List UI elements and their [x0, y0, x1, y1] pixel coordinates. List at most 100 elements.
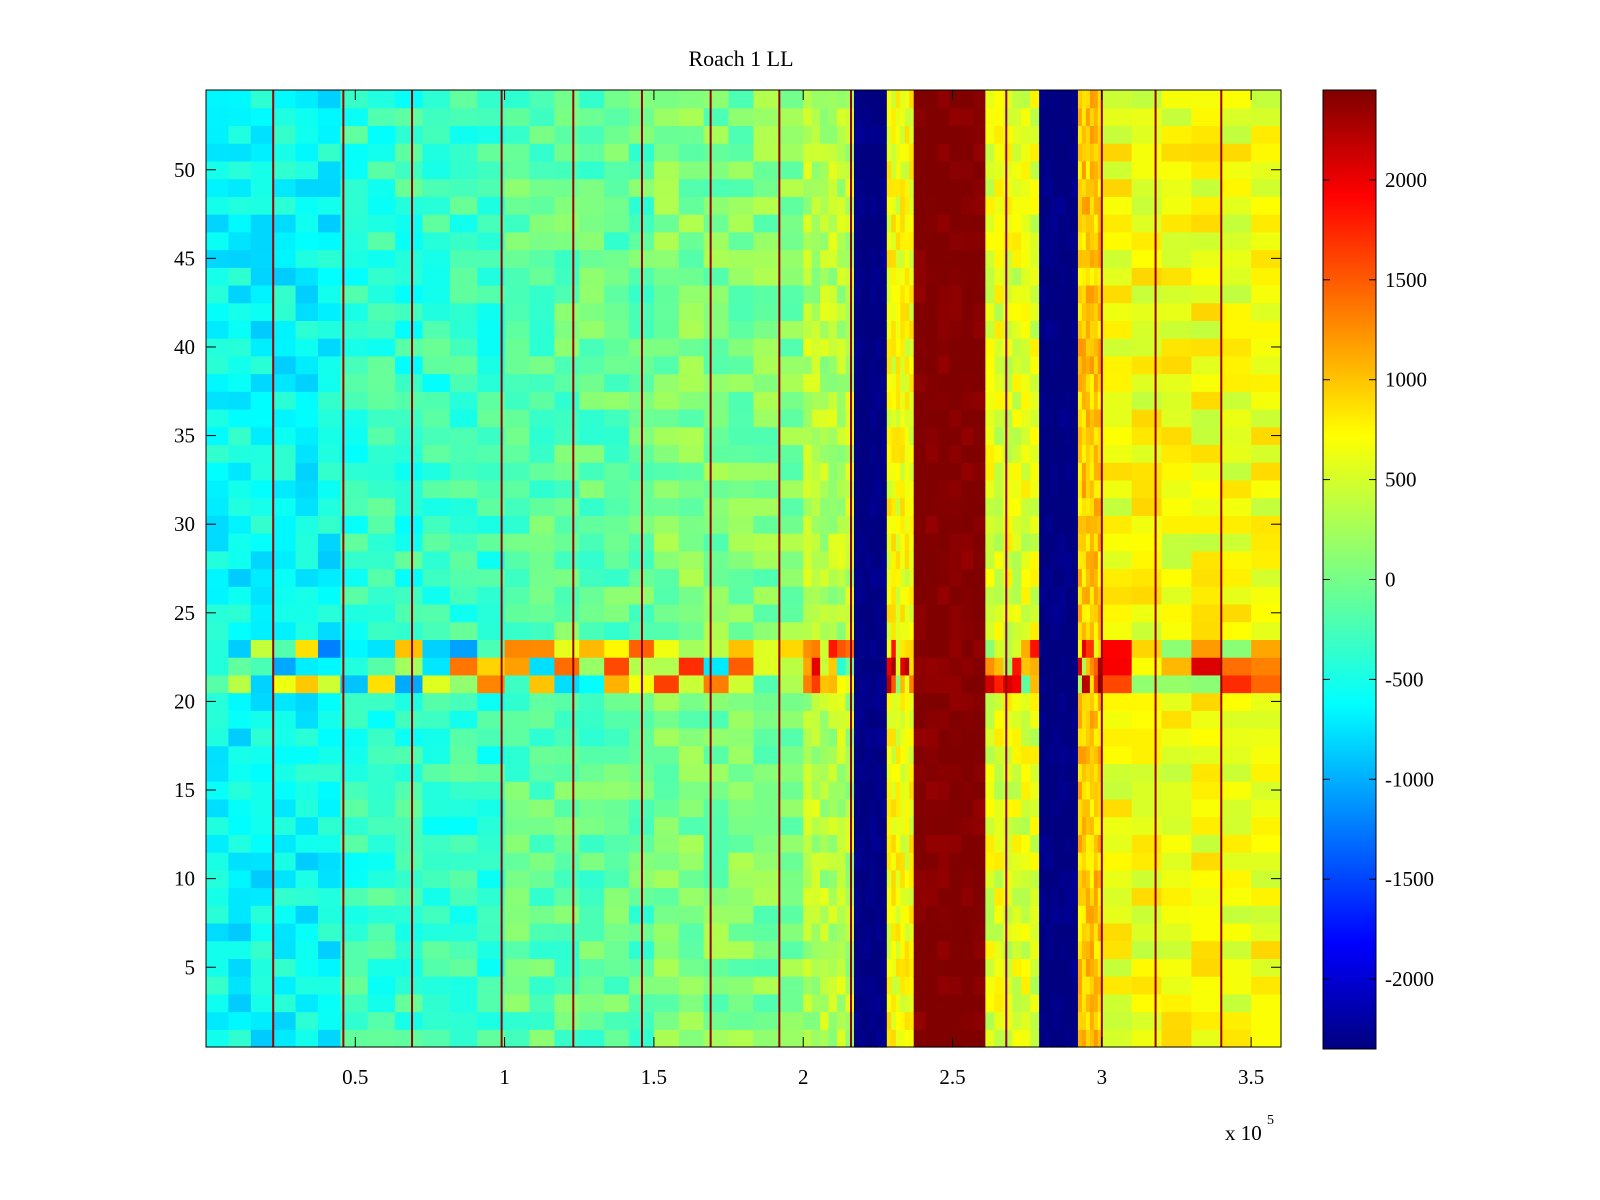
- heatmap-cell: [778, 852, 804, 871]
- heatmap-cell: [925, 887, 939, 906]
- heatmap-cell: [875, 745, 882, 765]
- heatmap-cell: [803, 710, 813, 729]
- heatmap-cell: [1077, 338, 1083, 357]
- heatmap-cell: [820, 178, 830, 197]
- heatmap-cell: [937, 905, 951, 924]
- heatmap-cell: [653, 1011, 680, 1030]
- heatmap-cell: [273, 107, 297, 127]
- heatmap-cell: [228, 1029, 252, 1048]
- heatmap-cell: [579, 1011, 605, 1030]
- heatmap-cell: [604, 586, 630, 605]
- heatmap-cell: [395, 267, 424, 286]
- heatmap-cell: [579, 692, 605, 711]
- heatmap-cell: [1058, 426, 1066, 446]
- heatmap-cell: [1021, 479, 1031, 499]
- heatmap-cell: [870, 586, 877, 605]
- heatmap-cell: [477, 444, 506, 463]
- heatmap-cell: [900, 586, 906, 605]
- heatmap-cell: [1052, 834, 1060, 853]
- heatmap-cell: [859, 905, 866, 924]
- heatmap-cell: [803, 674, 813, 694]
- heatmap-cell: [653, 586, 680, 605]
- heatmap-cell: [422, 178, 451, 197]
- heatmap-cell: [875, 373, 882, 392]
- heatmap-cell: [1161, 621, 1193, 640]
- heatmap-cell: [1161, 355, 1193, 375]
- heatmap-cell: [973, 976, 986, 995]
- heatmap-cell: [295, 958, 319, 977]
- heatmap-cell: [1012, 320, 1022, 339]
- heatmap-cell: [604, 249, 630, 268]
- heatmap-cell: [853, 409, 861, 428]
- heatmap-cell: [579, 515, 605, 534]
- heatmap-cell: [828, 798, 838, 818]
- heatmap-cell: [703, 869, 730, 889]
- heatmap-cell: [273, 444, 297, 463]
- heatmap-cell: [853, 692, 861, 711]
- heatmap-cell: [228, 90, 252, 109]
- heatmap-cell: [367, 852, 396, 871]
- heatmap-cell: [985, 603, 995, 623]
- heatmap-cell: [925, 479, 939, 499]
- heatmap-cell: [881, 444, 888, 463]
- heatmap-cell: [678, 993, 705, 1013]
- heatmap-spike: [778, 90, 781, 1047]
- heatmap-cell: [1085, 940, 1091, 959]
- heatmap-cell: [422, 905, 451, 924]
- heatmap-cell: [1045, 479, 1053, 499]
- heatmap-cell: [925, 373, 939, 392]
- heatmap-cell: [295, 125, 319, 144]
- heatmap-cell: [1039, 692, 1047, 711]
- heatmap-cell: [228, 178, 252, 197]
- heatmap-cell: [985, 214, 995, 233]
- heatmap-cell: [1003, 196, 1013, 215]
- heatmap-cell: [1045, 887, 1053, 906]
- heatmap-cell: [886, 816, 892, 835]
- heatmap-cell: [1131, 639, 1163, 658]
- heatmap-cell: [994, 178, 1004, 197]
- heatmap-cell: [886, 639, 892, 658]
- heatmap-cell: [913, 214, 927, 233]
- heatmap-cell: [904, 90, 910, 109]
- heatmap-cell: [422, 515, 451, 534]
- heatmap-cell: [529, 586, 555, 605]
- heatmap-cell: [604, 781, 630, 800]
- heatmap-cell: [703, 90, 730, 109]
- heatmap-cell: [422, 798, 451, 818]
- heatmap-cell: [273, 302, 297, 321]
- heatmap-cell: [1089, 320, 1095, 339]
- heatmap-cell: [875, 674, 882, 694]
- heatmap-cell: [886, 338, 892, 357]
- heatmap-cell: [504, 940, 531, 959]
- heatmap-cell: [295, 479, 319, 499]
- heatmap-cell: [811, 568, 821, 587]
- heatmap-cell: [317, 373, 341, 392]
- heatmap-cell: [820, 160, 830, 180]
- heatmap-cell: [1012, 798, 1022, 818]
- heatmap-cell: [1101, 90, 1133, 109]
- heatmap-cell: [206, 993, 229, 1013]
- heatmap-cell: [1131, 976, 1163, 995]
- heatmap-cell: [504, 533, 531, 552]
- heatmap-cell: [1221, 976, 1252, 995]
- heatmap-cell: [250, 834, 274, 853]
- heatmap-cell: [864, 1011, 872, 1030]
- heatmap-cell: [477, 816, 506, 835]
- heatmap-cell: [1161, 887, 1193, 906]
- heatmap-cell: [803, 143, 813, 162]
- heatmap-cell: [1058, 657, 1066, 676]
- heatmap-cell: [1077, 798, 1083, 818]
- heatmap-cell: [937, 816, 951, 835]
- heatmap-cell: [864, 745, 872, 765]
- heatmap-cell: [1012, 816, 1022, 835]
- heatmap-cell: [1093, 196, 1099, 215]
- heatmap-cell: [1101, 603, 1133, 623]
- heatmap-cell: [1221, 196, 1252, 215]
- heatmap-cell: [994, 958, 1004, 977]
- heatmap-cell: [1097, 745, 1103, 765]
- heatmap-cell: [985, 639, 995, 658]
- heatmap-cell: [1131, 338, 1163, 357]
- heatmap-cell: [904, 160, 910, 180]
- heatmap-cell: [1131, 373, 1163, 392]
- heatmap-cell: [904, 249, 910, 268]
